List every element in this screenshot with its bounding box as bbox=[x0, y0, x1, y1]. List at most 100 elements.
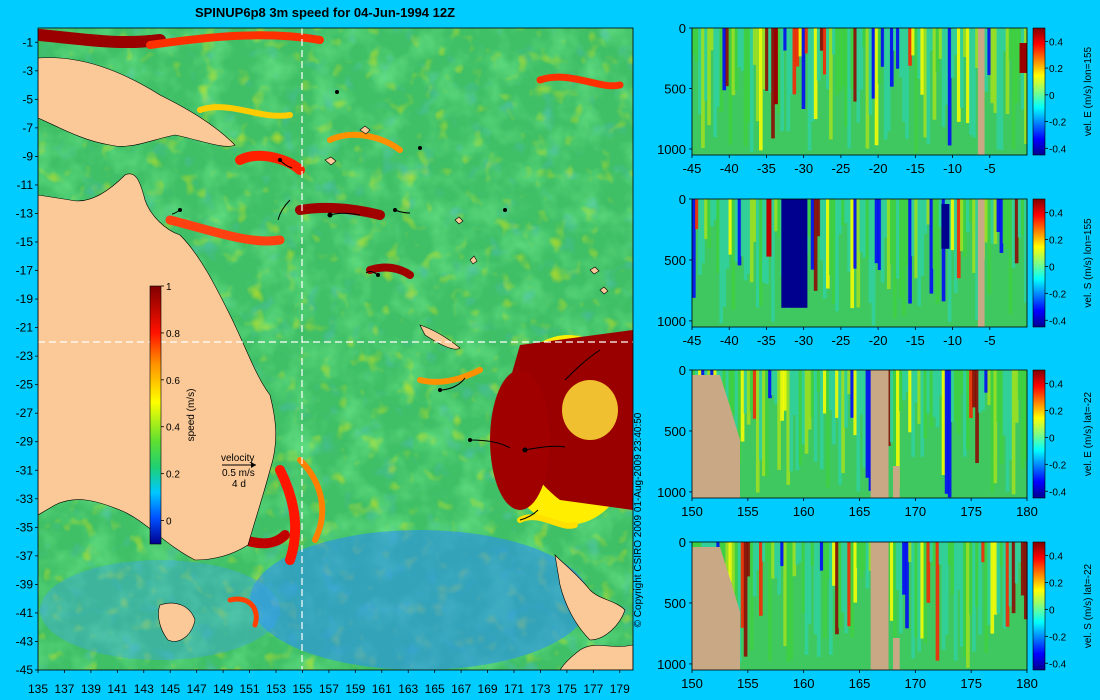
section-stripe bbox=[975, 199, 979, 321]
section-stripe bbox=[801, 542, 806, 613]
lon-tick-label: 165 bbox=[425, 682, 445, 696]
section-panel-1: 0 500 1000 -45 -40 -35 -30 -25 -20 -15 -10 -5 0.4 0.2… bbox=[657, 21, 1094, 176]
section-stripe bbox=[737, 542, 742, 663]
section-stripe bbox=[847, 542, 851, 627]
speed-colorbar-label: speed (m/s) bbox=[186, 389, 197, 442]
section-stripe bbox=[716, 199, 721, 274]
section-stripe bbox=[737, 199, 742, 266]
section-stripe bbox=[972, 370, 976, 408]
section-stripe bbox=[889, 28, 894, 87]
section-stripe bbox=[987, 28, 992, 75]
section-stripe bbox=[804, 370, 809, 454]
section-x-tick-label: -45 bbox=[683, 333, 702, 348]
section-stripe bbox=[792, 370, 797, 416]
section-stripe bbox=[950, 370, 955, 422]
section-stripe bbox=[953, 370, 958, 422]
section-stripe bbox=[798, 370, 803, 466]
section-stripe bbox=[841, 542, 845, 613]
section-stripe bbox=[765, 28, 769, 91]
section-land bbox=[977, 28, 985, 155]
section-cb-tick-label: 0.2 bbox=[1049, 235, 1063, 246]
lon-tick-label: 141 bbox=[107, 682, 127, 696]
section-stripe bbox=[941, 370, 946, 475]
section-stripe bbox=[941, 542, 946, 650]
section-stripe bbox=[777, 370, 781, 470]
section-x-tick-label: -40 bbox=[720, 161, 739, 176]
section-stripe bbox=[707, 28, 711, 126]
section-stripe bbox=[905, 28, 909, 139]
section-stripe bbox=[1017, 370, 1022, 400]
section-stripe bbox=[1017, 199, 1022, 238]
section-stripe bbox=[920, 28, 925, 95]
section-stripe bbox=[926, 542, 931, 603]
section-stripe bbox=[1002, 199, 1007, 244]
section-stripe bbox=[899, 370, 903, 412]
section-stripe bbox=[926, 370, 931, 414]
section-stripe bbox=[829, 370, 833, 411]
section-stripe bbox=[755, 199, 760, 308]
lat-tick-label: -33 bbox=[16, 492, 34, 506]
section-stripe bbox=[810, 199, 815, 270]
section-stripe bbox=[771, 370, 775, 396]
lat-tick-label: -21 bbox=[16, 321, 34, 335]
section-stripe bbox=[822, 199, 827, 299]
lon-tick-label: 149 bbox=[213, 682, 233, 696]
section-stripe bbox=[1023, 199, 1028, 303]
section-stripe bbox=[1017, 542, 1022, 563]
section-stripe bbox=[746, 370, 751, 425]
depth-tick-label: 0 bbox=[679, 363, 686, 378]
section-stripe bbox=[777, 28, 781, 113]
section-stripe bbox=[704, 199, 708, 240]
new-zealand-north bbox=[554, 554, 626, 641]
lat-tick-label: -11 bbox=[17, 178, 34, 192]
arrow-heads bbox=[178, 90, 528, 453]
section-stripe bbox=[807, 370, 812, 430]
section-cb-tick-label: -0.4 bbox=[1049, 316, 1067, 327]
section-stripe bbox=[819, 28, 824, 51]
section-stripe bbox=[953, 199, 958, 293]
section-stripe bbox=[1014, 542, 1019, 584]
section-stripe bbox=[984, 542, 989, 653]
section-panel-3: 0 500 1000 150 155 160 165 170 175 180 0.4 0.2 0 -0.2… bbox=[657, 363, 1094, 519]
section-stripe bbox=[752, 28, 757, 65]
section-stripe bbox=[731, 542, 736, 631]
lat-tick-label: -17 bbox=[16, 264, 34, 278]
section-stripe bbox=[917, 28, 922, 79]
section-stripe bbox=[692, 199, 696, 298]
section-stripe bbox=[752, 199, 757, 242]
section-stripe bbox=[938, 199, 943, 228]
section-stripe bbox=[871, 28, 876, 99]
section-stripe bbox=[1020, 542, 1025, 596]
section-stripe bbox=[963, 370, 967, 457]
section-stripe bbox=[862, 542, 867, 570]
section-x-tick-label: -30 bbox=[794, 333, 813, 348]
section-stripe bbox=[883, 28, 888, 140]
section-stripe bbox=[1020, 370, 1025, 470]
section-stripe bbox=[987, 542, 992, 626]
section-stripe bbox=[847, 370, 851, 395]
section-stripe bbox=[853, 542, 858, 603]
section-stripe bbox=[953, 542, 958, 661]
section-cb-tick-label: -0.2 bbox=[1049, 118, 1067, 129]
section-stripe bbox=[755, 28, 760, 122]
section-stripe bbox=[938, 542, 943, 565]
section-stripe bbox=[762, 28, 766, 90]
section-cb-tick-label: 0.4 bbox=[1049, 379, 1063, 390]
section-cb-tick-label: -0.4 bbox=[1049, 144, 1067, 155]
section-stripe bbox=[783, 28, 788, 51]
section-stripe bbox=[993, 370, 998, 484]
section-stripe bbox=[896, 370, 900, 489]
section-stripe bbox=[749, 370, 754, 412]
section-stripe bbox=[816, 28, 821, 81]
section-stripe bbox=[893, 370, 897, 478]
section-stripe bbox=[765, 370, 769, 477]
section-stripe bbox=[698, 28, 702, 115]
section-stripe bbox=[701, 199, 705, 264]
section-cb-tick-label: 0.4 bbox=[1049, 208, 1063, 219]
section-stripe bbox=[856, 28, 861, 123]
section-stripe bbox=[929, 542, 934, 562]
section-stripe bbox=[789, 370, 794, 472]
section-stripe bbox=[813, 542, 818, 635]
section-stripe bbox=[972, 28, 976, 138]
lon-tick-label: 179 bbox=[610, 682, 630, 696]
